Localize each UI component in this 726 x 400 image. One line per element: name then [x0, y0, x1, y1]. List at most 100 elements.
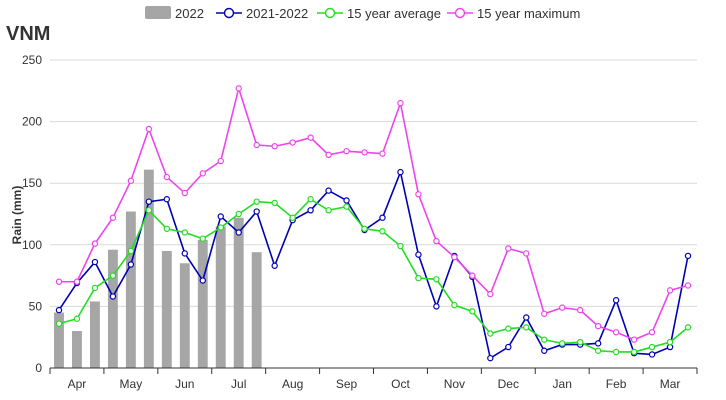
x-tick-label: May: [120, 377, 143, 391]
x-tick-label: Oct: [391, 377, 410, 391]
point-15-year-maximum: [325, 151, 332, 159]
point-15-year-average: [91, 284, 99, 292]
point-15-year-maximum: [487, 290, 494, 298]
point-15-year-maximum: [397, 99, 404, 107]
point-15-year-average: [307, 196, 314, 203]
point-15-year-average: [109, 272, 117, 279]
point-15-year-average: [235, 210, 242, 218]
point-2021-2022: [253, 208, 260, 215]
point-15-year-average: [576, 338, 584, 346]
y-axis-label: Rain (mm): [10, 186, 24, 245]
point-15-year-average: [433, 276, 440, 283]
point-15-year-average: [523, 324, 530, 331]
point-15-year-maximum: [666, 287, 674, 294]
x-tick-label: Jun: [175, 377, 194, 391]
point-2021-2022: [379, 214, 386, 221]
point-15-year-maximum: [379, 150, 386, 157]
point-15-year-maximum: [523, 250, 530, 257]
y-tick-label: 50: [29, 299, 43, 313]
bar-2022: [143, 169, 154, 368]
point-15-year-average: [612, 348, 620, 356]
point-2021-2022: [487, 354, 494, 362]
point-2021-2022: [307, 207, 314, 214]
point-15-year-average: [541, 336, 548, 343]
point-15-year-maximum: [505, 245, 512, 252]
point-15-year-average: [73, 315, 81, 322]
point-15-year-average: [127, 247, 135, 255]
point-15-year-average: [145, 207, 153, 214]
point-15-year-average: [594, 347, 602, 354]
point-2021-2022: [325, 187, 332, 194]
bars-2022: [54, 169, 262, 368]
point-2021-2022: [594, 340, 602, 347]
point-15-year-average: [379, 228, 386, 235]
point-15-year-maximum: [271, 143, 278, 150]
bar-2022: [179, 263, 190, 368]
point-2021-2022: [523, 314, 530, 321]
point-15-year-maximum: [145, 125, 153, 133]
point-2021-2022: [91, 258, 99, 266]
line-15-year-maximum: [58, 85, 689, 341]
x-tick-label: Aug: [282, 377, 303, 391]
point-15-year-maximum: [415, 191, 422, 198]
point-15-year-maximum: [451, 253, 458, 261]
point-15-year-maximum: [612, 329, 620, 336]
point-15-year-average: [397, 242, 404, 250]
bar-2022: [215, 226, 226, 368]
point-2021-2022: [397, 168, 404, 176]
x-tick-label: Mar: [660, 377, 681, 391]
point-15-year-maximum: [594, 322, 602, 330]
point-15-year-maximum: [648, 329, 656, 336]
x-tick-label: Dec: [498, 377, 519, 391]
legend-label-15-year-maximum: 15 year maximum: [477, 6, 580, 21]
legend-marker-15-year-maximum: [454, 7, 466, 19]
grid-lines: [50, 59, 697, 307]
point-15-year-maximum: [684, 282, 692, 289]
bar-2022: [233, 217, 244, 368]
point-15-year-maximum: [253, 141, 260, 149]
bar-2022: [72, 331, 82, 368]
point-15-year-maximum: [73, 278, 81, 285]
line-15-year-average: [58, 198, 689, 353]
point-15-year-maximum: [559, 304, 566, 311]
bar-2022: [107, 249, 118, 368]
point-15-year-maximum: [55, 278, 63, 285]
point-2021-2022: [235, 229, 242, 236]
point-15-year-maximum: [181, 189, 188, 197]
point-15-year-maximum: [91, 240, 99, 247]
point-15-year-average: [559, 340, 566, 347]
bar-2022: [197, 239, 208, 368]
point-15-year-average: [666, 338, 674, 346]
point-15-year-maximum: [109, 214, 117, 221]
point-15-year-average: [469, 308, 476, 315]
point-15-year-average: [217, 224, 224, 231]
point-15-year-maximum: [433, 237, 440, 245]
legend-label-2022: 2022: [175, 6, 204, 21]
point-15-year-maximum: [630, 336, 638, 343]
chart-title: VNM: [6, 23, 50, 45]
point-15-year-average: [343, 203, 350, 210]
y-tick-label: 250: [22, 53, 42, 67]
legend-marker-2021-2022: [223, 7, 235, 19]
point-15-year-maximum: [289, 139, 296, 146]
point-2021-2022: [343, 197, 350, 204]
chart-legend: 2022 2021-2022 15 year average 15 year maxi…: [145, 6, 580, 21]
point-15-year-maximum: [343, 147, 350, 155]
point-15-year-average: [181, 229, 188, 236]
point-2021-2022: [415, 251, 422, 258]
point-15-year-average: [361, 225, 368, 232]
point-15-year-maximum: [217, 157, 224, 165]
bar-2022: [251, 252, 262, 368]
point-2021-2022: [55, 306, 63, 314]
point-15-year-average: [253, 198, 260, 205]
point-2021-2022: [145, 198, 153, 205]
point-15-year-average: [648, 343, 656, 351]
point-15-year-maximum: [361, 149, 368, 156]
bar-2022: [89, 301, 100, 368]
point-2021-2022: [271, 262, 278, 269]
point-15-year-average: [199, 235, 206, 242]
bar-2022: [54, 312, 64, 368]
point-2021-2022: [163, 196, 171, 203]
x-tick-label: Jan: [553, 377, 572, 391]
